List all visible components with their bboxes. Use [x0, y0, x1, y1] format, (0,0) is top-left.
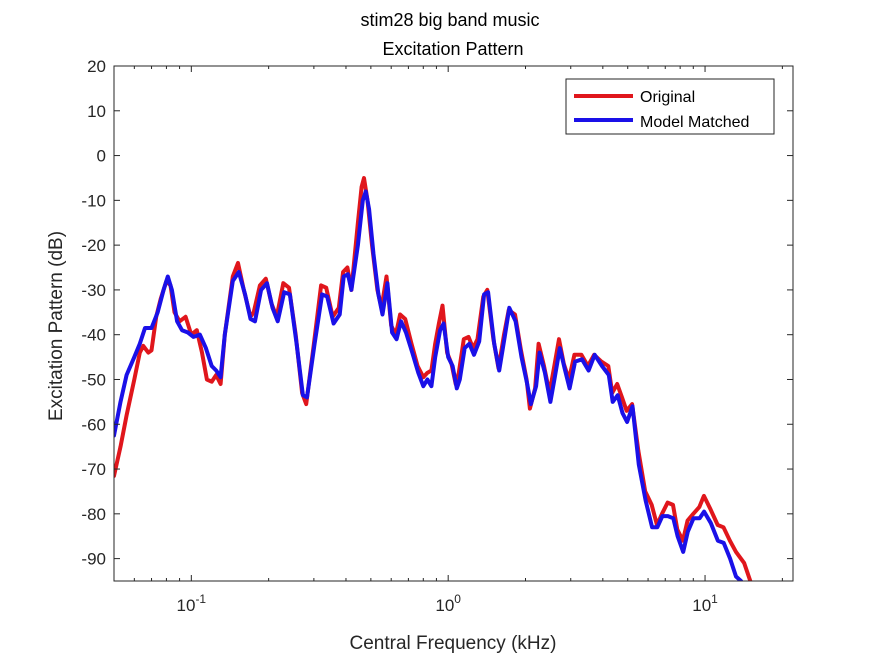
x-tick-label: 100 [435, 592, 461, 615]
chart-title: stim28 big band music [360, 10, 539, 30]
y-tick-label: 10 [87, 102, 106, 121]
x-tick-label-exponent: -1 [195, 592, 206, 606]
legend: Original Model Matched [565, 78, 775, 135]
y-axis-label: Excitation Pattern (dB) [46, 231, 67, 421]
y-tick-label: -90 [81, 550, 106, 569]
y-axis-ticks: 20 10 0 -10 -20 -30 -40 -50 -60 -70 -80 -90 [81, 57, 793, 569]
y-tick-label: 20 [87, 57, 106, 76]
x-tick-label-exponent: 0 [454, 592, 461, 606]
legend-label-original: Original [640, 89, 695, 106]
x-tick-label-exponent: 1 [711, 592, 718, 606]
y-tick-label: -30 [81, 281, 106, 300]
x-tick-label-base: 10 [435, 596, 454, 615]
x-axis-label: Central Frequency (kHz) [350, 633, 557, 654]
x-tick-label: 101 [692, 592, 718, 615]
x-axis-ticks: 10-1 100 101 [113, 66, 783, 615]
y-tick-label: -80 [81, 505, 106, 524]
legend-label-model-matched: Model Matched [640, 114, 749, 131]
y-tick-label: -20 [81, 236, 106, 255]
y-tick-label: -50 [81, 370, 106, 389]
axes-box [113, 65, 794, 582]
chart-subtitle: Excitation Pattern [382, 39, 523, 59]
y-tick-label: -10 [81, 191, 106, 210]
plot-area [114, 66, 793, 581]
y-tick-label: 0 [97, 147, 106, 166]
y-tick-label: -40 [81, 326, 106, 345]
series-line-model-matched [114, 189, 743, 581]
x-tick-label-base: 10 [177, 596, 196, 615]
series-layer [114, 176, 753, 581]
y-tick-label: -70 [81, 460, 106, 479]
y-tick-label: -60 [81, 415, 106, 434]
x-tick-label-base: 10 [692, 596, 711, 615]
legend-box [565, 78, 775, 135]
x-tick-label: 10-1 [177, 592, 207, 615]
